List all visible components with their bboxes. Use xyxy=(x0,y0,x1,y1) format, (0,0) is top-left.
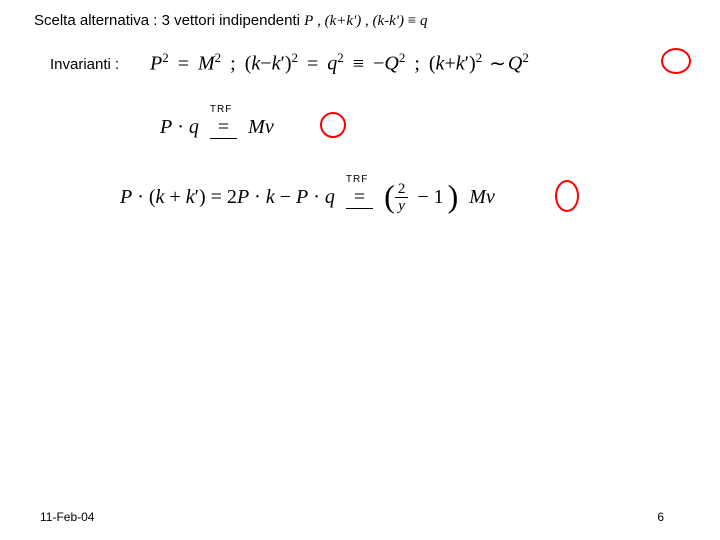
eq1-Q2b-exp: 2 xyxy=(522,50,529,65)
eq3-frac-den: y xyxy=(395,198,409,215)
eq-line-3: P · (k + k′) = 2P · k − P · q TRF = (2y … xyxy=(120,182,495,215)
eq2-Mnu: Mν xyxy=(248,116,274,138)
eq1-M-exp: 2 xyxy=(215,50,222,65)
eq3-trf: TRF xyxy=(346,174,368,185)
eq1-Q2b: Q xyxy=(508,53,522,75)
eq1-q-exp: 2 xyxy=(337,50,344,65)
heading-prefix: Scelta alternativa : 3 vettori indipende… xyxy=(34,12,304,29)
eq1-M: M xyxy=(198,53,215,75)
heading-c1: , xyxy=(313,13,324,29)
eq1-Q: Q xyxy=(384,53,398,75)
eq1-kk: (k−k′) xyxy=(245,53,292,75)
heading-line: Scelta alternativa : 3 vettori indipende… xyxy=(34,12,427,30)
circle-annotation-1 xyxy=(661,48,691,74)
eq3-frac-num: 2 xyxy=(395,182,409,198)
eq1-sim: ∼ xyxy=(489,53,506,75)
eq3-frac: 2y xyxy=(395,182,409,215)
heading-q: q xyxy=(420,13,428,29)
eq1-q: q xyxy=(327,53,337,75)
eq1-kplusk-exp: 2 xyxy=(476,50,483,65)
eq1-Q-exp: 2 xyxy=(399,50,406,65)
eq2-Pdotq: P · q xyxy=(160,116,199,138)
eq1-eq2: = xyxy=(307,53,318,75)
eq-line-1: P2 = M2 ; (k−k′)2 = q2 ≡ −Q2 ; (k+k′)2 ∼… xyxy=(150,50,529,76)
eq1-eq1: = xyxy=(178,53,189,75)
invarianti-label: Invarianti : xyxy=(50,56,119,73)
eq3-minus1: − 1 xyxy=(417,186,443,208)
eq1-equiv: ≡ xyxy=(353,53,364,75)
eq3-Mnu: Mν xyxy=(469,186,495,208)
eq-line-2: P · q TRF = Mν xyxy=(160,116,274,139)
circle-annotation-2 xyxy=(320,112,346,138)
eq1-kk-exp: 2 xyxy=(292,50,299,65)
eq1-minus: − xyxy=(373,53,384,75)
heading-kplus: (k+k') xyxy=(325,13,362,29)
heading-P: P xyxy=(304,13,313,29)
footer-date: 11-Feb-04 xyxy=(40,510,94,524)
eq1-P-exp: 2 xyxy=(162,50,169,65)
heading-equiv: ≡ xyxy=(404,13,420,29)
eq1-P: P xyxy=(150,53,162,75)
eq3-left: P · (k + k′) = 2P · k − P · q xyxy=(120,186,335,208)
eq2-trf: TRF xyxy=(210,104,232,115)
heading-kminus: (k-k') xyxy=(372,13,404,29)
eq1-kplusk: (k+k′) xyxy=(429,53,476,75)
eq3-eq: = xyxy=(346,186,373,209)
eq1-sep1: ; xyxy=(230,53,241,75)
footer-page: 6 xyxy=(657,510,664,524)
heading-c2: , xyxy=(361,13,372,29)
eq1-sep2: ; xyxy=(414,53,425,75)
circle-annotation-3 xyxy=(555,180,579,212)
eq2-eq: = xyxy=(210,116,237,139)
